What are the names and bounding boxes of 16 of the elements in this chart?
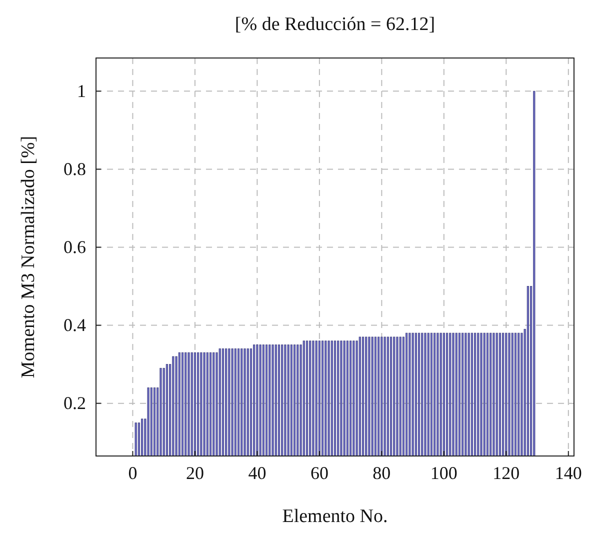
- x-tick-label: 0: [128, 462, 138, 483]
- x-axis-title: Elemento No.: [282, 506, 388, 527]
- y-axis-title: Momento M3 Normalizado [%]: [18, 136, 39, 378]
- x-tick-label: 120: [492, 462, 520, 483]
- x-tick-label: 140: [554, 462, 582, 483]
- y-tick-label: 0.2: [64, 393, 86, 414]
- x-tick-label: 80: [372, 462, 391, 483]
- chart-title: [% de Reducción = 62.12]: [234, 14, 436, 35]
- x-tick-label: 40: [248, 462, 266, 483]
- x-tick-label: 100: [430, 462, 458, 483]
- y-tick-label: 0.8: [64, 158, 86, 179]
- y-tick-label: 0.4: [64, 315, 86, 336]
- x-tick-label: 60: [310, 462, 328, 483]
- y-tick-label: 0.6: [64, 237, 86, 258]
- x-tick-label: 20: [186, 462, 204, 483]
- y-tick-label: 1: [77, 80, 86, 101]
